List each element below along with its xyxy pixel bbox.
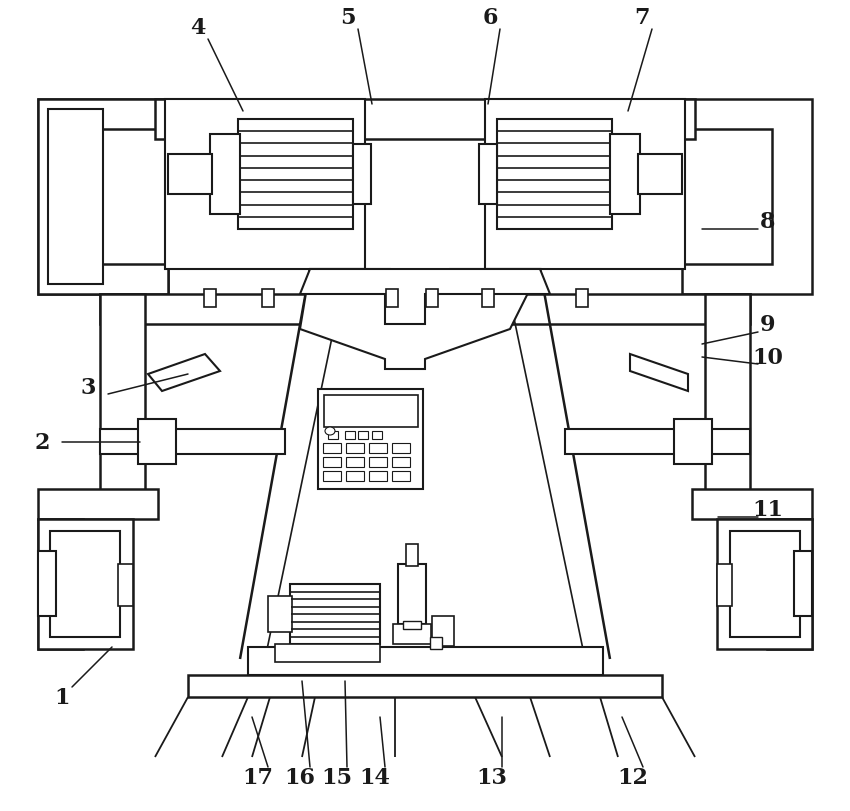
Text: 7: 7 bbox=[634, 7, 649, 29]
Text: 14: 14 bbox=[360, 766, 390, 788]
Bar bbox=[38, 519, 133, 649]
Text: 11: 11 bbox=[752, 499, 784, 521]
Text: 12: 12 bbox=[617, 766, 649, 788]
Bar bbox=[730, 531, 800, 637]
Bar bbox=[38, 100, 168, 294]
Bar bbox=[406, 544, 418, 566]
Bar bbox=[717, 519, 812, 649]
Polygon shape bbox=[300, 270, 540, 370]
Text: 16: 16 bbox=[285, 766, 315, 788]
Bar bbox=[705, 294, 750, 514]
Bar bbox=[576, 290, 588, 307]
Bar bbox=[290, 584, 380, 644]
Text: 8: 8 bbox=[760, 211, 776, 233]
Bar bbox=[155, 100, 695, 139]
Text: 1: 1 bbox=[54, 686, 70, 708]
Bar bbox=[794, 551, 812, 616]
Polygon shape bbox=[630, 354, 688, 392]
Bar bbox=[479, 145, 497, 204]
Bar bbox=[430, 637, 442, 649]
Bar bbox=[100, 430, 285, 454]
Bar bbox=[717, 564, 732, 607]
Text: 9: 9 bbox=[760, 314, 776, 336]
Bar bbox=[138, 419, 176, 465]
Bar bbox=[165, 100, 365, 270]
Bar bbox=[38, 489, 158, 519]
Bar bbox=[432, 616, 454, 646]
Bar bbox=[372, 431, 382, 440]
Bar bbox=[188, 676, 662, 697]
Bar bbox=[392, 471, 410, 482]
Text: 13: 13 bbox=[477, 766, 507, 788]
Bar bbox=[324, 396, 418, 427]
Text: 2: 2 bbox=[34, 431, 50, 453]
Ellipse shape bbox=[325, 427, 335, 436]
Bar bbox=[238, 120, 353, 230]
Bar bbox=[426, 290, 438, 307]
Text: 5: 5 bbox=[340, 7, 356, 29]
Bar bbox=[482, 290, 494, 307]
Bar bbox=[210, 135, 240, 215]
Bar bbox=[346, 457, 364, 467]
Bar bbox=[100, 294, 750, 324]
Bar bbox=[369, 444, 387, 453]
Bar bbox=[353, 145, 371, 204]
Bar bbox=[767, 519, 812, 649]
Bar bbox=[168, 155, 212, 195]
Bar bbox=[345, 431, 355, 440]
Bar bbox=[392, 457, 410, 467]
Text: 17: 17 bbox=[242, 766, 274, 788]
Bar bbox=[674, 419, 712, 465]
Bar bbox=[248, 647, 603, 676]
Bar bbox=[48, 109, 103, 285]
Bar bbox=[393, 624, 431, 644]
Text: 6: 6 bbox=[482, 7, 498, 29]
Bar bbox=[318, 389, 423, 489]
Polygon shape bbox=[148, 354, 220, 392]
Bar bbox=[369, 457, 387, 467]
Bar bbox=[386, 290, 398, 307]
Bar bbox=[38, 551, 56, 616]
Bar bbox=[328, 431, 338, 440]
Polygon shape bbox=[38, 100, 168, 294]
Bar bbox=[398, 564, 426, 624]
Bar bbox=[392, 444, 410, 453]
Text: 15: 15 bbox=[321, 766, 353, 788]
Bar bbox=[497, 120, 612, 230]
Bar bbox=[692, 489, 812, 519]
Bar bbox=[346, 471, 364, 482]
Bar bbox=[485, 100, 685, 270]
Bar bbox=[565, 430, 750, 454]
Bar bbox=[346, 444, 364, 453]
Bar bbox=[262, 290, 274, 307]
Text: 10: 10 bbox=[752, 346, 784, 368]
Bar bbox=[275, 644, 380, 663]
Bar bbox=[358, 431, 368, 440]
Bar bbox=[268, 596, 292, 633]
Text: 3: 3 bbox=[80, 376, 96, 398]
Bar bbox=[323, 444, 341, 453]
Polygon shape bbox=[682, 100, 812, 294]
Bar bbox=[204, 290, 216, 307]
Bar bbox=[100, 294, 145, 514]
Bar bbox=[38, 519, 83, 649]
Text: 4: 4 bbox=[190, 17, 206, 39]
Bar bbox=[118, 564, 133, 607]
Bar bbox=[638, 155, 682, 195]
Bar bbox=[323, 457, 341, 467]
Bar bbox=[50, 531, 120, 637]
Polygon shape bbox=[300, 270, 550, 324]
Bar bbox=[369, 471, 387, 482]
Bar bbox=[403, 621, 421, 629]
Bar bbox=[610, 135, 640, 215]
Bar bbox=[323, 471, 341, 482]
